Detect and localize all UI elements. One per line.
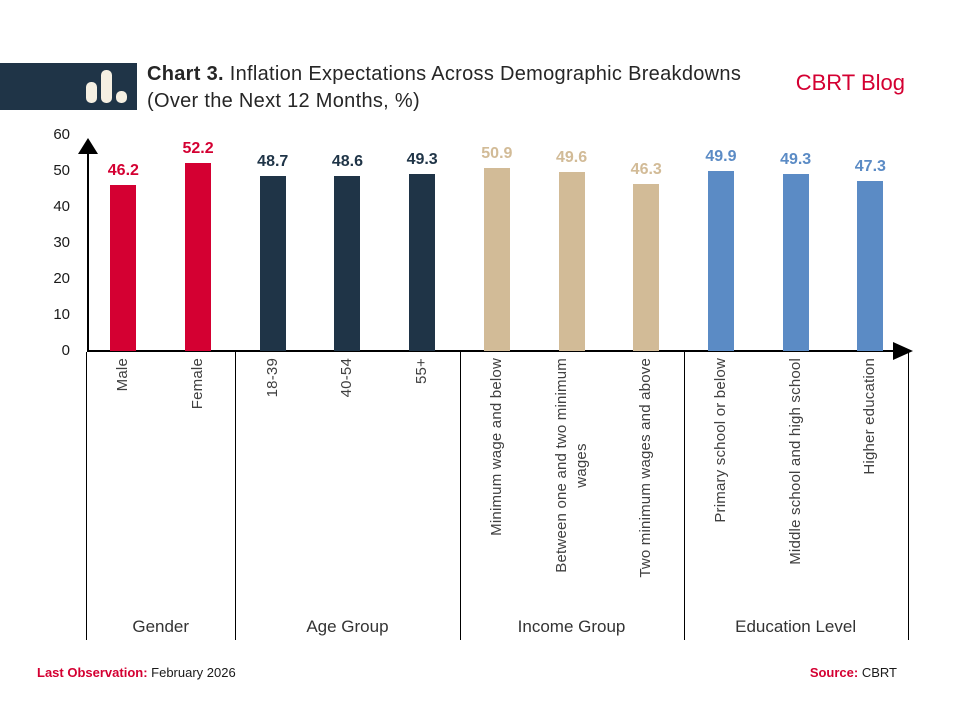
group-divider xyxy=(235,352,237,640)
category-label: Primary school or below xyxy=(711,358,729,523)
x-axis-line xyxy=(87,350,899,352)
category-label: 40-54 xyxy=(338,358,356,398)
category-label: 18-39 xyxy=(263,358,281,398)
bar-value-label: 52.2 xyxy=(182,140,214,158)
category-label-wrap: Between one and two minimum wages xyxy=(540,358,604,620)
last-observation-label: Last Observation: xyxy=(37,665,148,680)
chart-title: Chart 3. Inflation Expectations Across D… xyxy=(147,61,741,115)
y-axis-tick-label: 0 xyxy=(61,342,70,359)
chart-bar xyxy=(259,175,286,351)
y-axis-arrow-icon xyxy=(78,138,98,154)
chart-number: Chart 3. xyxy=(147,63,224,85)
chart-title-line1: Chart 3. Inflation Expectations Across D… xyxy=(147,61,741,88)
source-value: CBRT xyxy=(861,665,897,680)
bar-value-label: 48.6 xyxy=(331,153,363,171)
category-label-wrap: Primary school or below xyxy=(689,358,753,620)
bar-value-label: 47.3 xyxy=(854,157,886,175)
group-divider xyxy=(683,352,685,640)
y-axis-tick-label: 50 xyxy=(53,162,70,179)
group-divider xyxy=(459,352,461,640)
source-note: Source: CBRT xyxy=(810,665,897,680)
y-axis-tick-label: 20 xyxy=(53,270,70,287)
bar-value-label: 49.3 xyxy=(406,150,438,168)
bar-value-label: 50.9 xyxy=(481,144,513,162)
chart-bar xyxy=(633,184,660,351)
chart-bar xyxy=(185,163,212,351)
category-label-wrap: Minimum wage and below xyxy=(465,358,529,620)
chart-bar xyxy=(782,173,809,351)
bar-value-label: 49.6 xyxy=(555,149,588,167)
group-divider xyxy=(907,352,909,640)
bar-chart-icon-bar xyxy=(86,82,97,103)
bar-value-label: 48.7 xyxy=(257,152,289,170)
bar-value-label: 46.3 xyxy=(630,161,662,179)
bar-chart-icon-bar xyxy=(116,91,127,103)
bar-value-label: 49.3 xyxy=(780,150,812,168)
y-axis-tick-label: 30 xyxy=(53,234,70,251)
chart-bar xyxy=(483,167,510,351)
cbrt-logo xyxy=(0,63,137,110)
category-label: Between one and two minimum wages xyxy=(552,358,590,573)
category-label-wrap: Middle school and high school xyxy=(764,358,828,620)
y-axis-tick-label: 60 xyxy=(53,126,70,143)
cbrt-blog-label: CBRT Blog xyxy=(795,70,905,95)
bar-chart-icon xyxy=(86,70,127,103)
category-label: Minimum wage and below xyxy=(487,358,505,536)
chart-bar xyxy=(707,171,734,351)
last-observation-note: Last Observation: February 2026 xyxy=(37,665,236,680)
category-label: Female xyxy=(189,358,207,410)
chart-title-line2: (Over the Next 12 Months, %) xyxy=(147,90,420,112)
chart-bar xyxy=(558,172,585,351)
group-label: Education Level xyxy=(735,617,857,636)
y-axis-line xyxy=(87,148,89,351)
chart-bar xyxy=(334,176,361,351)
category-label-wrap: 40-54 xyxy=(315,358,379,620)
chart-bar xyxy=(409,173,436,351)
chart-bar xyxy=(857,180,884,351)
group-label: Age Group xyxy=(306,617,389,636)
category-label-wrap: Two minimum wages and above xyxy=(614,358,678,620)
bar-chart-icon-bar xyxy=(101,70,112,103)
bar-value-label: 49.9 xyxy=(705,148,737,166)
source-label: Source: xyxy=(809,665,859,680)
category-label-wrap: 18-39 xyxy=(241,358,305,620)
category-label: 55+ xyxy=(413,358,431,385)
category-label: Middle school and high school xyxy=(786,358,804,565)
y-axis-tick-label: 10 xyxy=(53,306,70,323)
group-label: Gender xyxy=(132,617,190,636)
group-divider xyxy=(86,352,87,640)
category-label: Higher education xyxy=(861,358,879,475)
category-label: Male xyxy=(114,358,132,392)
group-label: Income Group xyxy=(517,617,626,636)
category-label: Two minimum wages and above xyxy=(637,358,655,578)
chart-title-text: Inflation Expectations Across Demographi… xyxy=(229,63,742,85)
category-label-wrap: 55+ xyxy=(390,358,454,620)
category-label-wrap: Higher education xyxy=(838,358,902,620)
y-axis-tick-label: 40 xyxy=(53,198,70,215)
last-observation-value: February 2026 xyxy=(151,665,236,680)
bar-value-label: 46.2 xyxy=(107,161,139,179)
category-label-wrap: Female xyxy=(166,358,230,620)
category-label-wrap: Male xyxy=(91,358,155,620)
chart-bar xyxy=(110,184,137,351)
